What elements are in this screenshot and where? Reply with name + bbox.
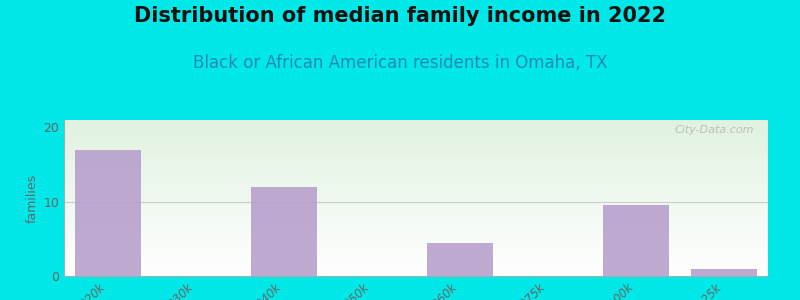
Bar	[427, 243, 493, 276]
Text: City-Data.com: City-Data.com	[674, 125, 754, 135]
Bar	[251, 187, 317, 276]
Y-axis label: families: families	[26, 173, 39, 223]
Bar	[603, 206, 669, 276]
Text: Distribution of median family income in 2022: Distribution of median family income in …	[134, 6, 666, 26]
Bar	[691, 268, 757, 276]
Bar	[75, 150, 141, 276]
Text: Black or African American residents in Omaha, TX: Black or African American residents in O…	[193, 54, 607, 72]
